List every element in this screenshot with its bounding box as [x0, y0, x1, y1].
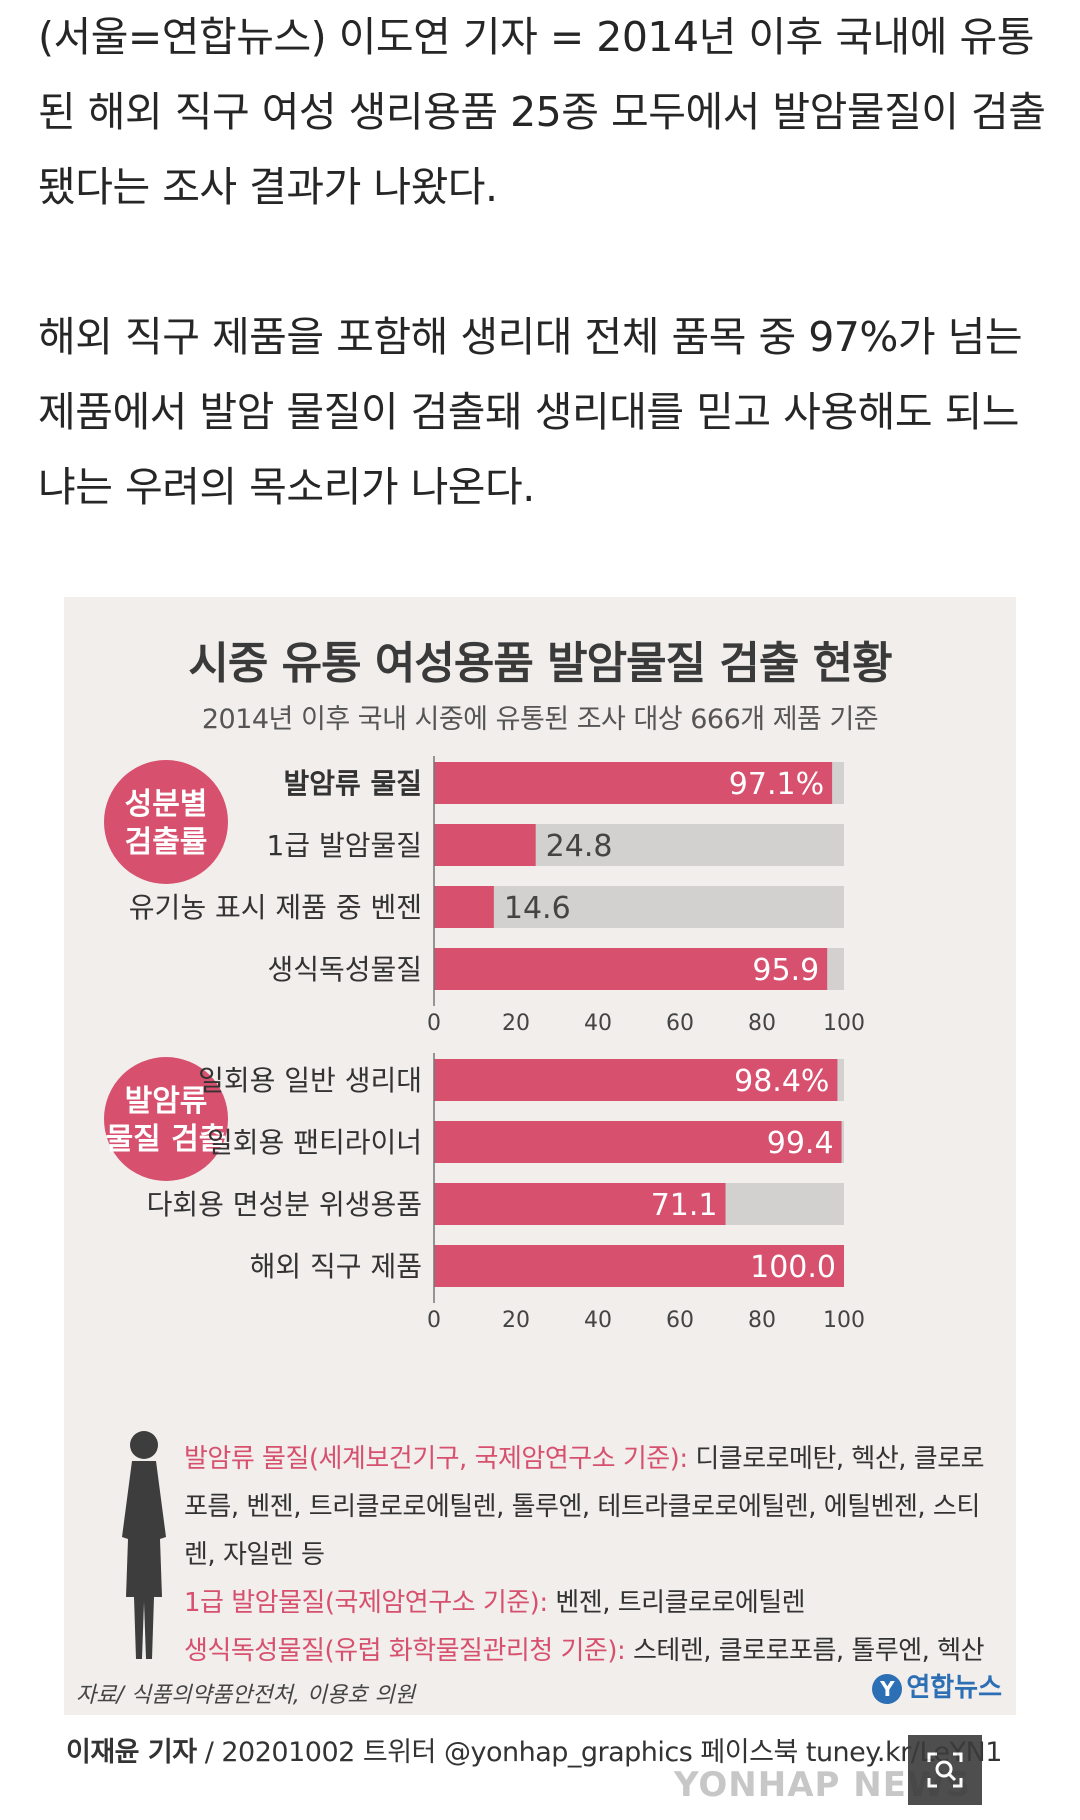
image-credit: 이재윤 기자 / 20201002 트위터 @yonhap_graphics 페… [66, 1730, 1002, 1769]
tick-label: 20 [502, 1308, 530, 1333]
note-item: 생식독성물질(유럽 화학물질관리청 기준): 스테렌, 클로로포름, 톨루엔, … [184, 1627, 1004, 1675]
tick-label: 100 [823, 1308, 865, 1333]
bar [434, 1059, 838, 1101]
note-label: 발암류 물질(세계보건기구, 국제암연구소 기준): [184, 1444, 688, 1474]
article-body: (서울=연합뉴스) 이도연 기자 = 2014년 이후 국내에 유통된 해외 직… [38, 0, 1048, 525]
bar [434, 762, 833, 804]
note-label: 생식독성물질(유럽 화학물질관리청 기준): [184, 1636, 626, 1666]
group-label: 물질 검출 [106, 1122, 227, 1157]
value-label: 95.9 [752, 953, 819, 988]
category-label: 해외 직구 제품 [250, 1250, 422, 1283]
credit-name: 이재윤 기자 [66, 1737, 197, 1768]
group-label: 성분별 [125, 787, 208, 822]
article-paragraph: (서울=연합뉴스) 이도연 기자 = 2014년 이후 국내에 유통된 해외 직… [38, 13, 1046, 211]
tick-label: 80 [748, 1011, 776, 1036]
category-label: 유기농 표시 제품 중 벤젠 [129, 891, 422, 924]
note-text: 디클로로메탄, 헥산, 클로로포름, 벤젠, 트리클로로에틸렌, 톨루엔, 테트… [184, 1444, 985, 1570]
yonhap-logo-icon: Y [872, 1673, 903, 1704]
group-label-circle [104, 760, 228, 884]
zoom-icon [927, 1752, 963, 1788]
woman-silhouette-icon [122, 1431, 166, 1659]
infographic[interactable]: 시중 유통 여성용품 발암물질 검출 현황 2014년 이후 국내 시중에 유통… [64, 597, 1016, 1715]
group-label: 발암류 [125, 1084, 208, 1119]
category-label: 발암류 물질 [283, 767, 422, 800]
note-text: 벤젠, 트리클로로에틸렌 [547, 1588, 806, 1618]
category-label: 생식독성물질 [267, 953, 422, 986]
value-label: 99.4 [767, 1126, 834, 1161]
category-label: 다회용 면성분 위생용품 [147, 1188, 422, 1221]
value-label: 14.6 [504, 891, 571, 926]
note-item: 1급 발암물질(국제암연구소 기준): 벤젠, 트리클로로에틸렌 [184, 1579, 1004, 1627]
tick-label: 80 [748, 1308, 776, 1333]
bar [434, 948, 828, 990]
value-label: 98.4% [734, 1064, 829, 1099]
chart-title: 시중 유통 여성용품 발암물질 검출 현황 [188, 638, 892, 689]
group-label-circle [104, 1057, 228, 1181]
value-label: 24.8 [546, 829, 613, 864]
value-label: 100.0 [750, 1250, 836, 1285]
value-label: 71.1 [651, 1188, 718, 1223]
tick-label: 40 [584, 1308, 612, 1333]
group-label: 검출률 [125, 825, 208, 860]
tick-label: 60 [666, 1011, 694, 1036]
chart-subtitle: 2014년 이후 국내 시중에 유통된 조사 대상 666개 제품 기준 [201, 704, 879, 735]
bar [434, 1121, 842, 1163]
category-label: 일회용 팬티라이너 [207, 1126, 422, 1159]
credit-text: / 20201002 트위터 @yonhap_graphics 페이스북 tun… [196, 1737, 1003, 1768]
article-paragraph: 해외 직구 제품을 포함해 생리대 전체 품목 중 97%가 넘는 제품에서 발… [38, 313, 1023, 511]
logo-text: 연합뉴스 [906, 1673, 1002, 1703]
note-label: 1급 발암물질(국제암연구소 기준): [184, 1588, 548, 1618]
category-label: 일회용 일반 생리대 [198, 1064, 422, 1097]
yonhap-logo: Y 연합뉴스 [872, 1667, 1002, 1704]
value-label: 97.1% [729, 767, 824, 802]
bar [434, 1245, 844, 1287]
note-text: 스테렌, 클로로포름, 톨루엔, 헥산 [625, 1636, 985, 1666]
tick-label: 100 [823, 1011, 865, 1036]
tick-label: 0 [427, 1308, 441, 1333]
legend-notes: 발암류 물질(세계보건기구, 국제암연구소 기준): 디클로로메탄, 헥산, 클… [184, 1435, 1004, 1675]
bar [434, 824, 536, 866]
tick-label: 20 [502, 1011, 530, 1036]
tick-label: 40 [584, 1011, 612, 1036]
category-label: 1급 발암물질 [266, 829, 422, 862]
source-note: 자료/ 식품의약품안전처, 이용호 의원 [76, 1683, 415, 1708]
bar [434, 886, 494, 928]
zoom-button[interactable] [908, 1735, 982, 1805]
note-item: 발암류 물질(세계보건기구, 국제암연구소 기준): 디클로로메탄, 헥산, 클… [184, 1435, 1004, 1579]
bar-track [434, 886, 844, 928]
bar [434, 1183, 726, 1225]
tick-label: 0 [427, 1011, 441, 1036]
tick-label: 60 [666, 1308, 694, 1333]
